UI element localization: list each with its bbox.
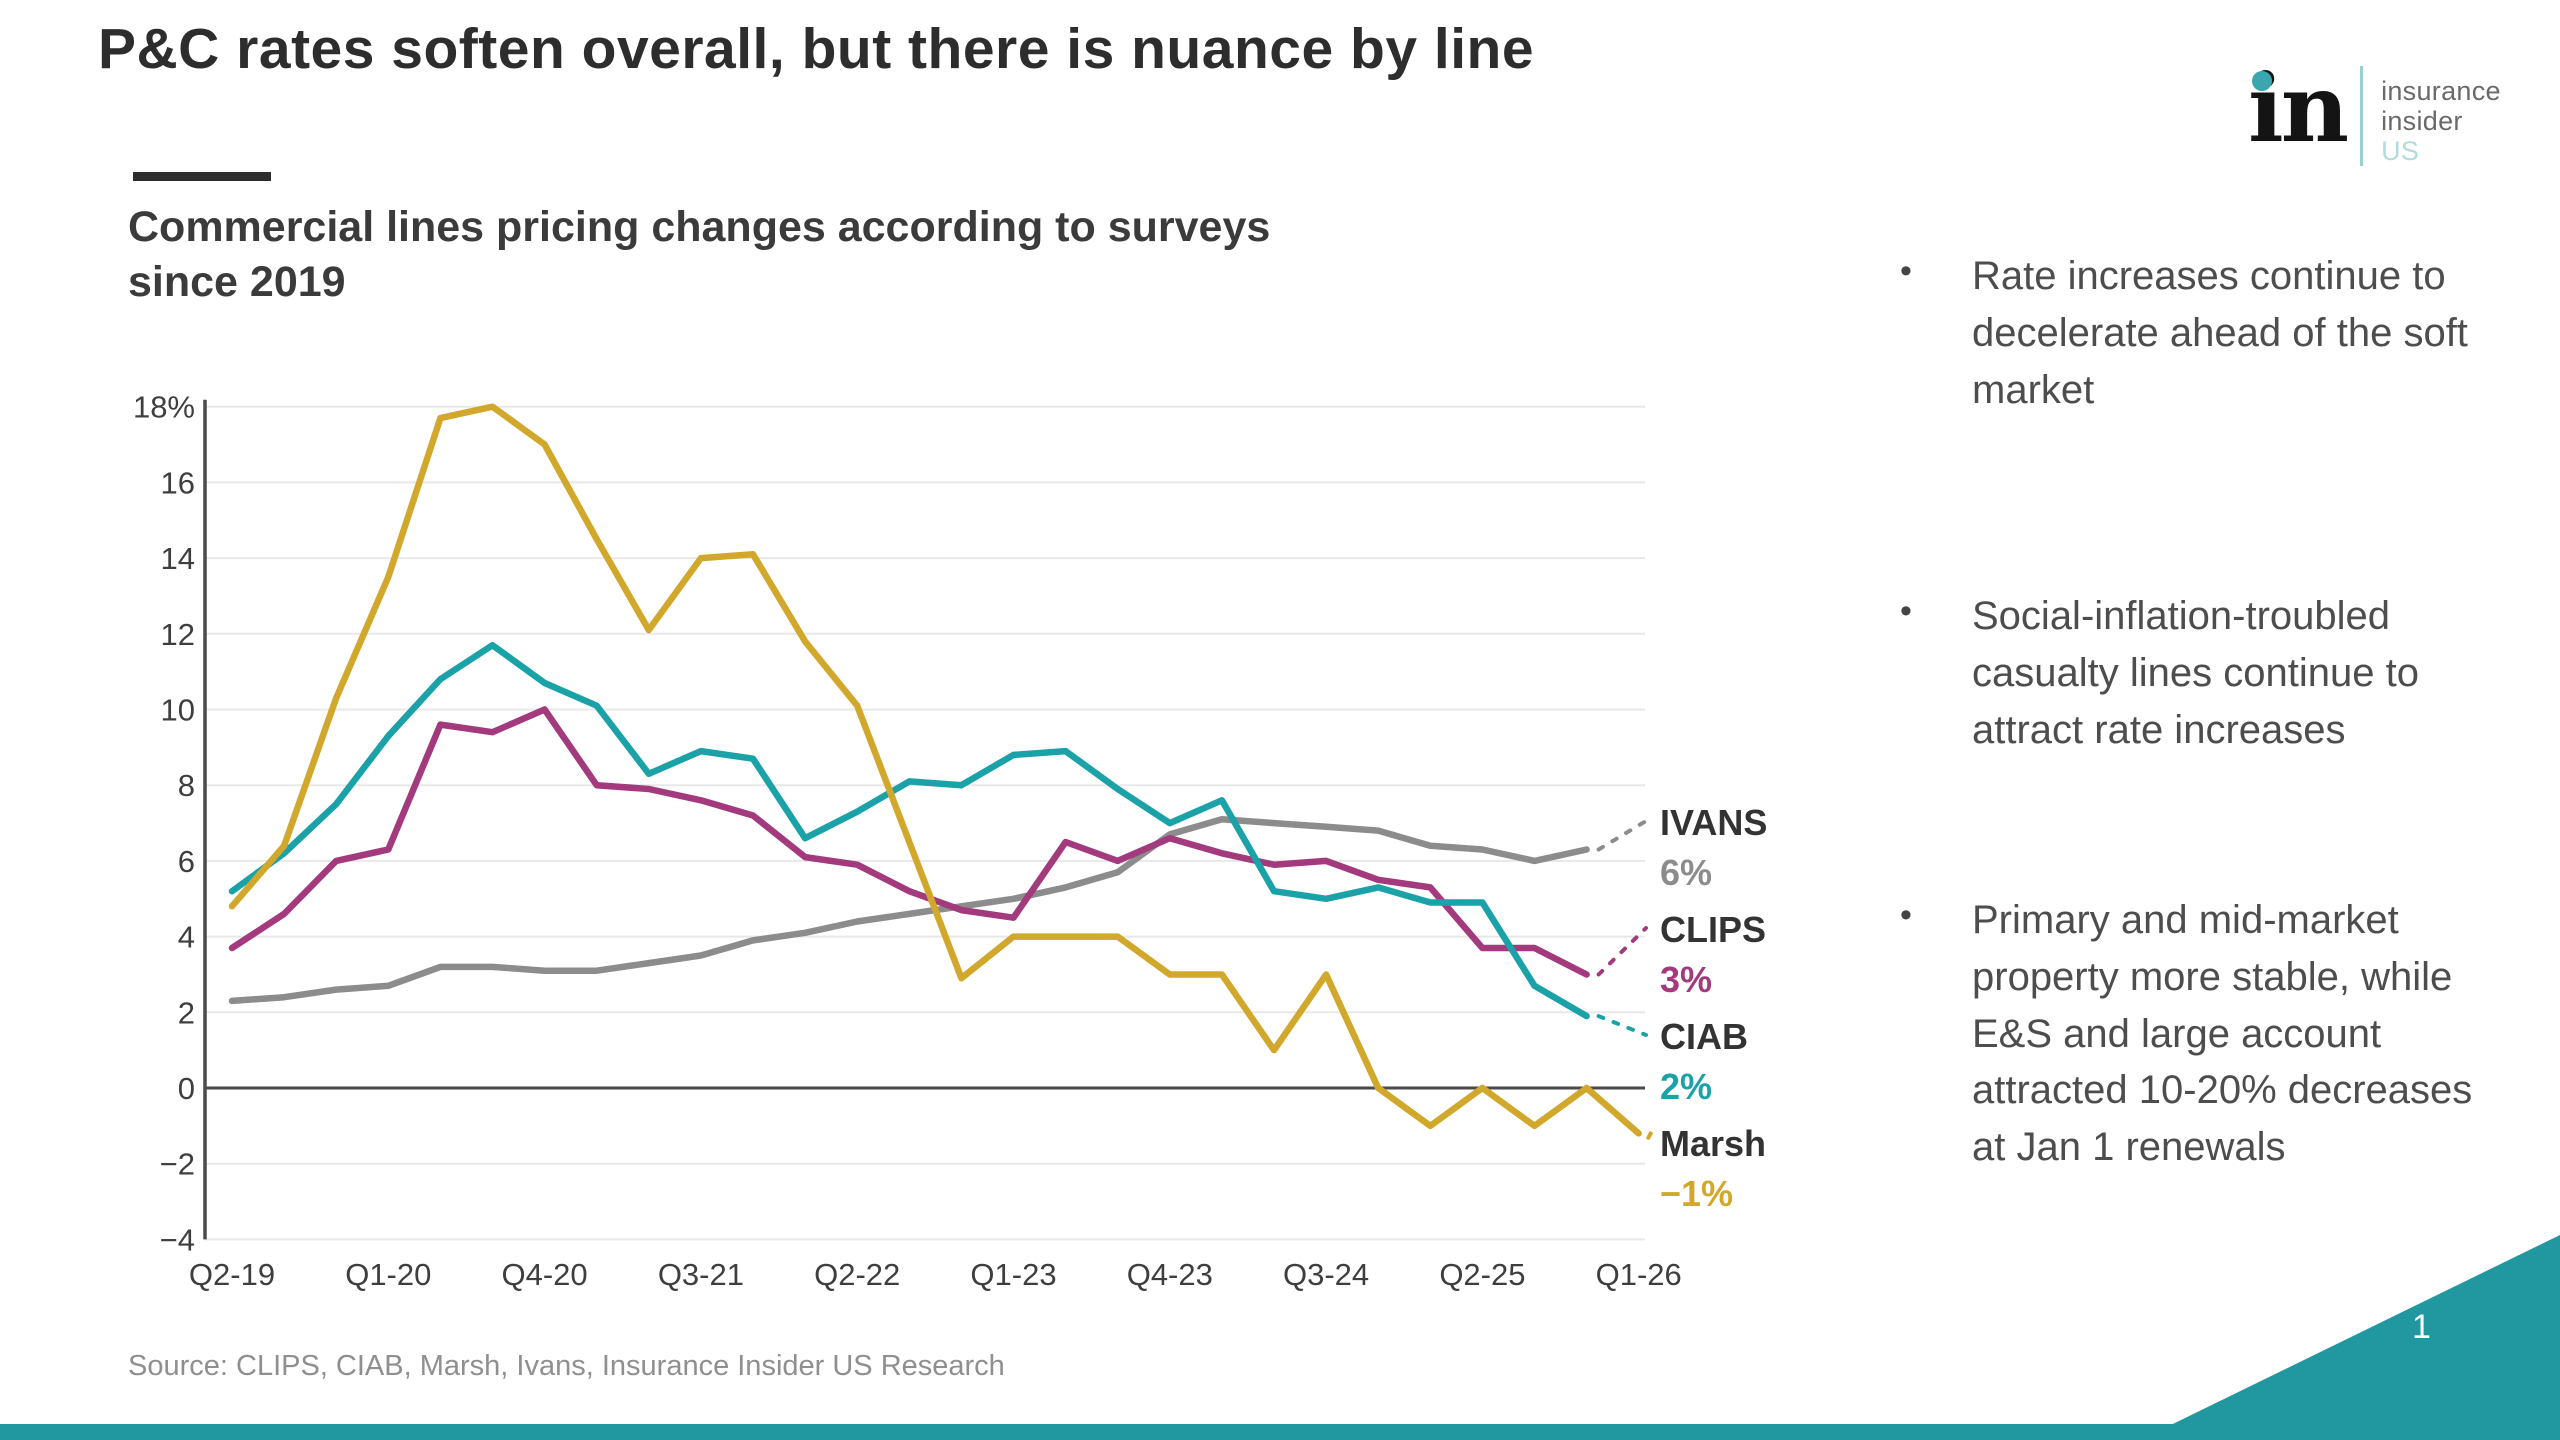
svg-text:Q1-23: Q1-23 <box>970 1257 1056 1292</box>
list-item: • Social-inflation-troubled casualty lin… <box>1900 588 2482 758</box>
svg-text:Q2-22: Q2-22 <box>814 1257 900 1292</box>
footer-accent-bar <box>0 1424 2560 1440</box>
insurance-insider-logo: in insurance insider US <box>2248 62 2501 167</box>
svg-text:18%: 18% <box>133 390 195 425</box>
svg-text:Marsh: Marsh <box>1660 1123 1766 1164</box>
svg-text:−4: −4 <box>160 1222 195 1257</box>
page-title: P&C rates soften overall, but there is n… <box>98 17 1535 81</box>
pricing-line-chart: 18% 16 14 12 10 8 6 4 2 0 −2 −4 Q2-19 Q1-20 Q4-20 Q3-21… <box>100 380 1800 1320</box>
svg-text:8: 8 <box>178 768 195 803</box>
logo-wordmark-line2: insider <box>2381 106 2463 137</box>
title-accent-dash <box>133 172 271 181</box>
chart-heading-line1: Commercial lines pricing changes accordi… <box>128 203 1271 251</box>
svg-text:0: 0 <box>178 1071 195 1106</box>
logo-wordmark: insurance insider US <box>2381 76 2501 167</box>
svg-text:4: 4 <box>178 920 195 955</box>
svg-text:Q1-26: Q1-26 <box>1596 1257 1682 1292</box>
svg-text:Q3-24: Q3-24 <box>1283 1257 1369 1292</box>
bullet-icon: • <box>1900 252 1912 290</box>
bullet-text-1: Rate increases continue to decelerate ah… <box>1972 254 2468 412</box>
page-number: 1 <box>2412 1308 2431 1346</box>
footer-corner-triangle <box>2140 1235 2560 1440</box>
svg-text:16: 16 <box>161 465 195 500</box>
source-note: Source: CLIPS, CIAB, Marsh, Ivans, Insur… <box>128 1350 1005 1382</box>
svg-text:Q3-21: Q3-21 <box>658 1257 744 1292</box>
logo-wordmark-line3: US <box>2381 136 2420 167</box>
chart-heading-line2: since 2019 <box>128 258 346 307</box>
svg-text:3%: 3% <box>1660 959 1712 1000</box>
svg-text:2: 2 <box>178 995 195 1030</box>
list-item: • Primary and mid-market property more s… <box>1900 892 2482 1176</box>
svg-text:CIAB: CIAB <box>1660 1016 1748 1057</box>
pricing-chart-svg: 18% 16 14 12 10 8 6 4 2 0 −2 −4Q2-19 Q1-20 Q4-20 Q3-21… <box>133 390 1767 1292</box>
logo-wordmark-line1: insurance <box>2381 76 2501 106</box>
svg-text:−1%: −1% <box>1660 1173 1733 1214</box>
svg-text:Q4-20: Q4-20 <box>502 1257 588 1292</box>
svg-text:2%: 2% <box>1660 1066 1712 1107</box>
svg-text:Q1-20: Q1-20 <box>345 1257 431 1292</box>
svg-text:IVANS: IVANS <box>1660 802 1767 843</box>
svg-text:Q2-19: Q2-19 <box>189 1257 275 1292</box>
bullet-text-3: Primary and mid-market property more sta… <box>1972 898 2473 1170</box>
bullet-text-2: Social-inflation-troubled casualty lines… <box>1972 594 2419 752</box>
logo-dot-icon <box>2252 71 2272 91</box>
svg-text:−2: −2 <box>160 1147 195 1182</box>
svg-text:6%: 6% <box>1660 852 1712 893</box>
bullet-icon: • <box>1900 592 1912 630</box>
list-item: • Rate increases continue to decelerate … <box>1900 248 2482 418</box>
svg-text:12: 12 <box>161 617 195 652</box>
chart-heading: Commercial lines pricing changes accordi… <box>128 200 1308 310</box>
svg-text:6: 6 <box>178 844 195 879</box>
svg-text:14: 14 <box>161 541 195 576</box>
logo-divider <box>2360 66 2364 166</box>
svg-text:10: 10 <box>161 693 195 728</box>
svg-text:Q2-25: Q2-25 <box>1439 1257 1525 1292</box>
bullet-icon: • <box>1900 896 1912 934</box>
svg-text:CLIPS: CLIPS <box>1660 909 1766 950</box>
svg-text:Q4-23: Q4-23 <box>1127 1257 1213 1292</box>
